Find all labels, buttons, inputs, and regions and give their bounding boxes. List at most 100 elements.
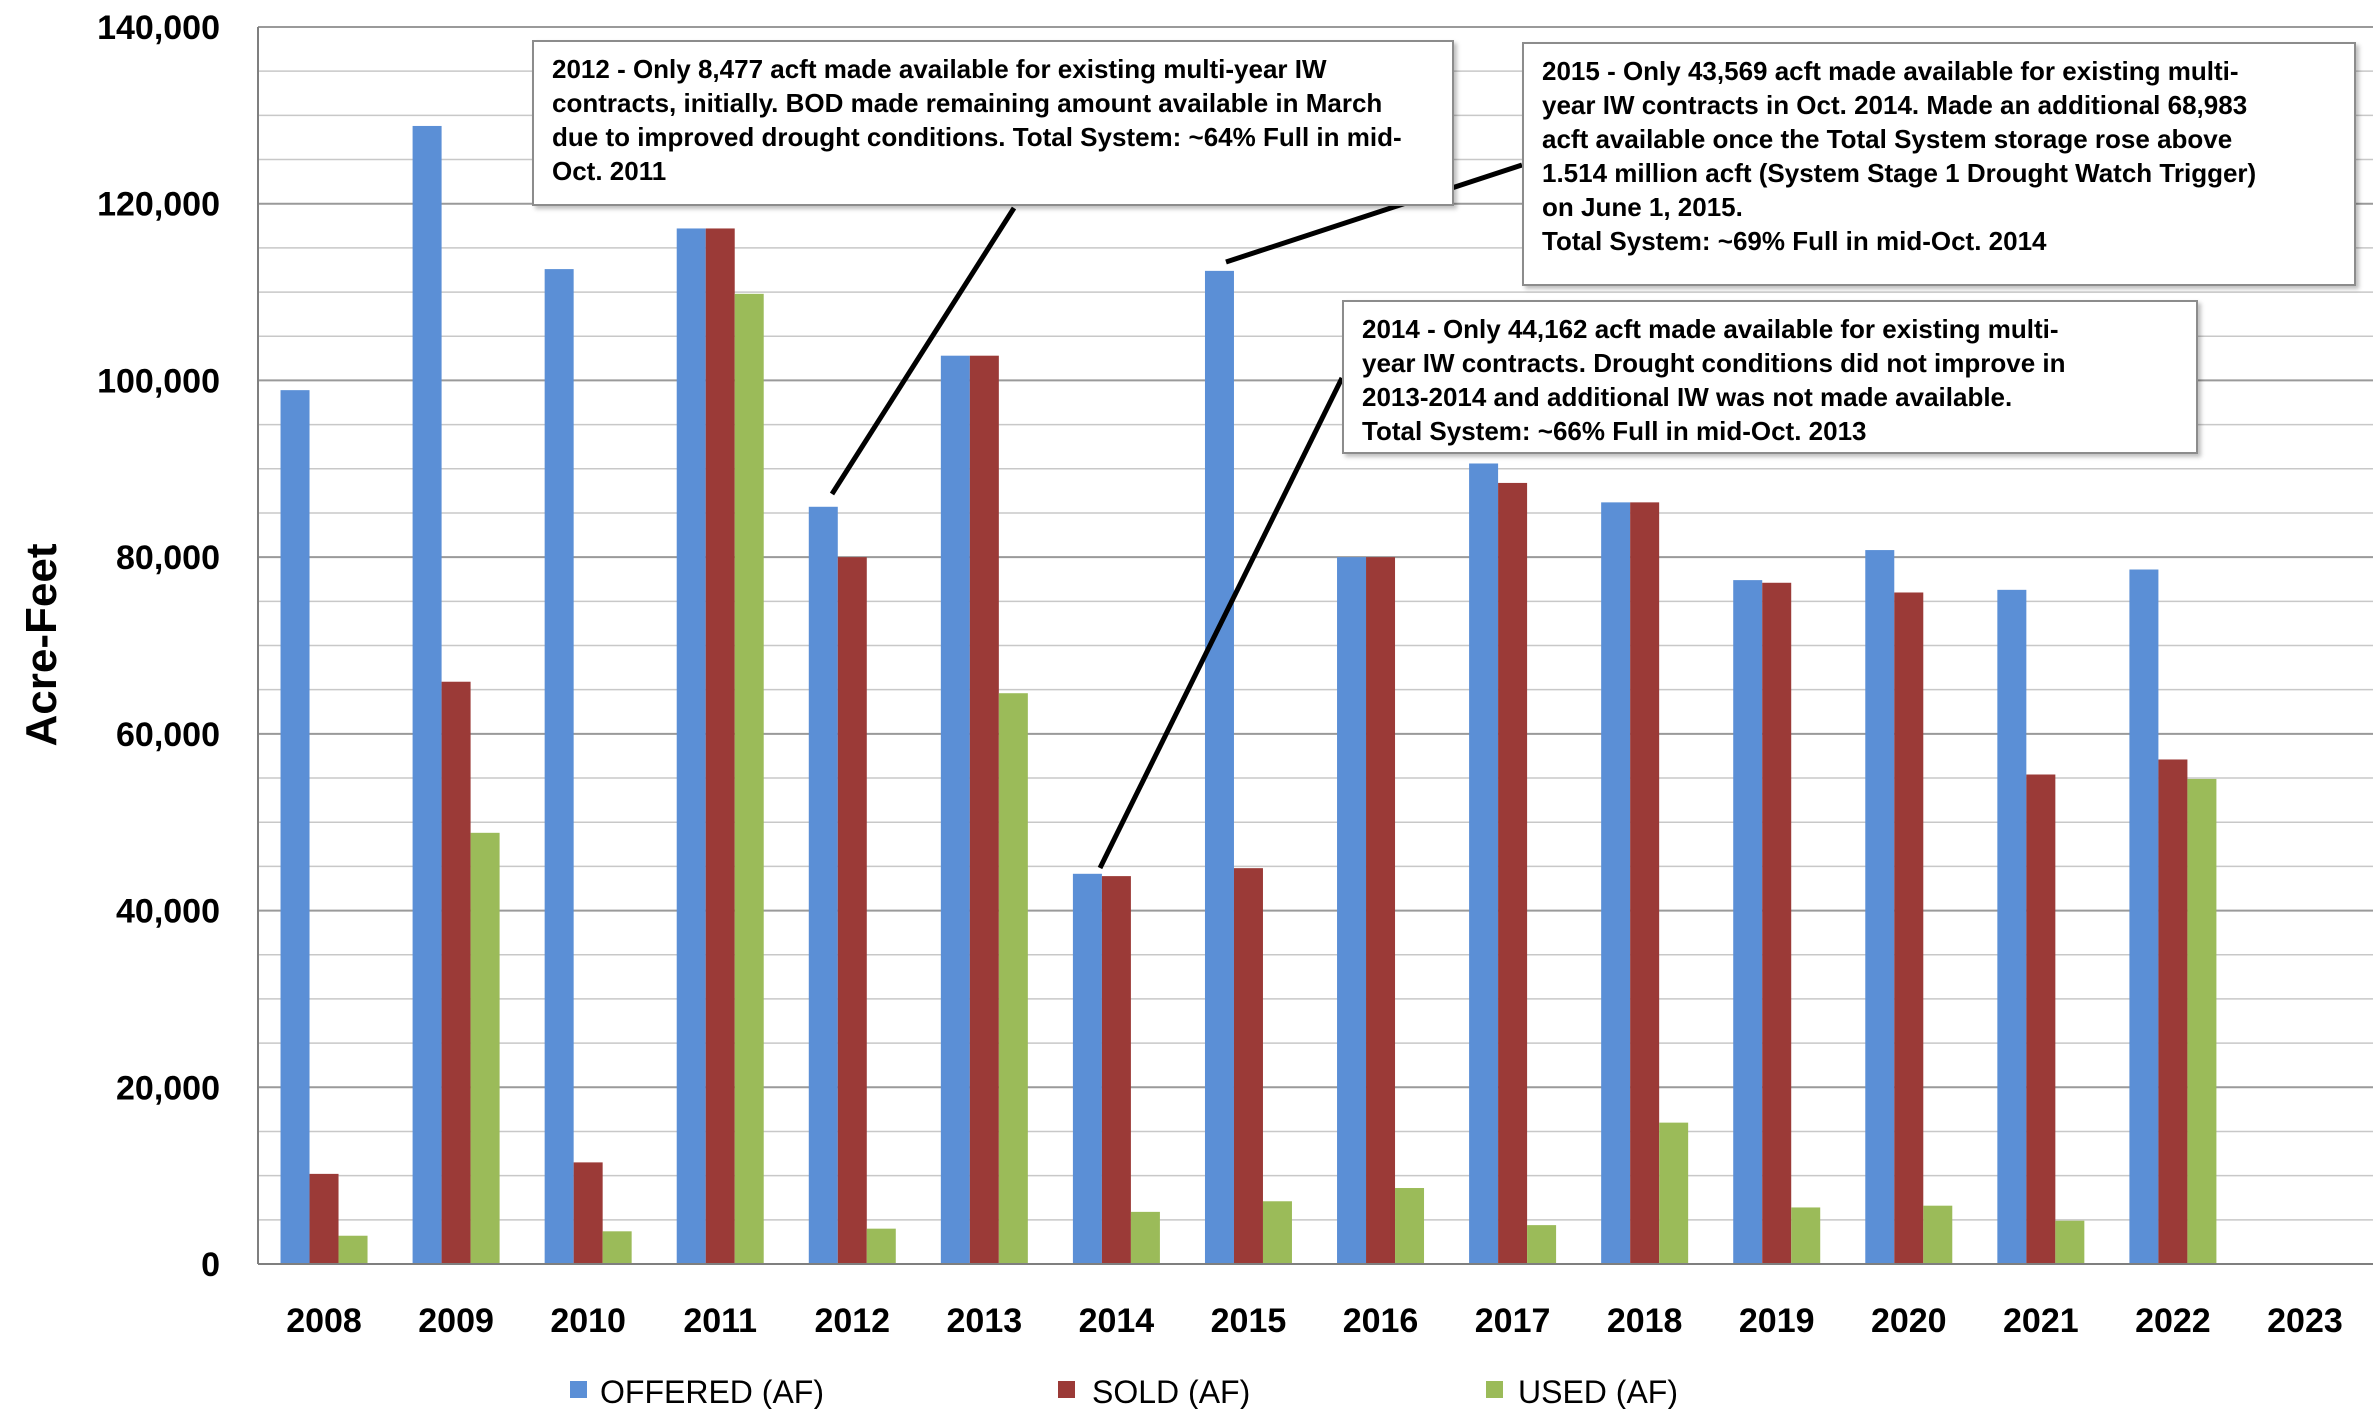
bar-offered-2016 — [1337, 557, 1367, 1264]
bar-used-2012 — [866, 1228, 896, 1264]
legend-label-offered: OFFERED (AF) — [600, 1374, 824, 1409]
bar-used-2020 — [1923, 1205, 1953, 1264]
annotation-line: 2013-2014 and additional IW was not made… — [1362, 382, 2013, 412]
annotation-line: due to improved drought conditions. Tota… — [552, 122, 1402, 152]
y-tick-label: 40,000 — [116, 893, 220, 931]
bar-sold-2009 — [441, 681, 471, 1264]
bar-used-2008 — [338, 1235, 368, 1264]
bar-sold-2016 — [1366, 557, 1396, 1264]
x-tick-label: 2022 — [2135, 1302, 2211, 1340]
bar-offered-2017 — [1469, 463, 1499, 1265]
y-axis-title: Acre-Feet — [17, 543, 66, 746]
annotation-year: 2014 — [1362, 314, 1420, 344]
bar-used-2019 — [1791, 1207, 1821, 1264]
bar-offered-2011 — [676, 228, 706, 1264]
x-axis-ticks: 2008 2009 2010 2011 2012 2013 2014 2015 2016 2017… — [286, 1302, 2343, 1340]
legend-swatch-offered — [570, 1381, 587, 1398]
bar-used-2018 — [1659, 1122, 1689, 1264]
bar-used-2013 — [998, 693, 1028, 1264]
bar-offered-2021 — [1997, 589, 2027, 1264]
x-tick-label: 2013 — [947, 1302, 1023, 1340]
callout-line-2012 — [829, 206, 1017, 496]
annotation-2014: 2014 - Only 44,162 acft made available f… — [1342, 300, 2198, 454]
y-tick-label: 60,000 — [116, 716, 220, 754]
bar-sold-2022 — [2158, 759, 2188, 1264]
bar-offered-2008 — [280, 390, 310, 1265]
y-tick-label: 100,000 — [97, 362, 220, 400]
x-tick-label: 2021 — [2003, 1302, 2079, 1340]
bar-sold-2017 — [1498, 482, 1528, 1264]
bar-offered-2015 — [1204, 270, 1234, 1264]
x-tick-label: 2014 — [1079, 1302, 1155, 1340]
x-tick-label: 2010 — [550, 1302, 626, 1340]
bar-offered-2013 — [940, 355, 970, 1264]
annotation-line: on June 1, 2015. — [1542, 192, 1743, 222]
bar-used-2010 — [602, 1231, 632, 1264]
bars — [280, 125, 2217, 1265]
x-tick-label: 2018 — [1607, 1302, 1683, 1340]
bar-offered-2020 — [1865, 550, 1895, 1264]
bar-sold-2020 — [1894, 592, 1924, 1264]
x-tick-label: 2009 — [418, 1302, 494, 1340]
bar-offered-2019 — [1733, 580, 1763, 1264]
annotation-line: - Only 8,477 acft made available for exi… — [609, 54, 1327, 84]
bar-sold-2018 — [1630, 502, 1660, 1264]
bar-offered-2014 — [1072, 873, 1102, 1264]
annotation-line: Total System: ~69% Full in mid-Oct. 2014 — [1542, 226, 2047, 256]
y-tick-label: 140,000 — [97, 9, 220, 47]
y-tick-label: 0 — [201, 1246, 220, 1284]
x-tick-label: 2016 — [1343, 1302, 1419, 1340]
annotation-line: - Only 43,569 acft made available for ex… — [1599, 56, 2239, 86]
bar-offered-2009 — [412, 125, 442, 1265]
legend-label-sold: SOLD (AF) — [1092, 1374, 1250, 1409]
annotation-line: contracts, initially. BOD made remaining… — [552, 88, 1383, 118]
legend: OFFERED (AF) SOLD (AF) USED (AF) — [570, 1374, 1678, 1409]
annotation-2012: 2012 - Only 8,477 acft made available fo… — [532, 40, 1454, 206]
callout-line-2014 — [1097, 376, 1345, 870]
x-tick-label: 2023 — [2267, 1302, 2343, 1340]
annotation-line: acft available once the Total System sto… — [1542, 124, 2233, 154]
bar-used-2011 — [734, 293, 764, 1264]
bar-offered-2018 — [1601, 502, 1631, 1264]
x-tick-label: 2017 — [1475, 1302, 1551, 1340]
annotation-2015: 2015 - Only 43,569 acft made available f… — [1522, 42, 2356, 286]
legend-swatch-used — [1486, 1381, 1503, 1398]
x-tick-label: 2011 — [683, 1302, 757, 1340]
x-tick-label: 2015 — [1211, 1302, 1287, 1340]
annotation-line: year IW contracts. Drought conditions di… — [1362, 348, 2066, 378]
bar-sold-2013 — [969, 355, 999, 1264]
annotation-year: 2012 — [552, 54, 610, 84]
y-tick-label: 80,000 — [116, 539, 220, 577]
x-tick-label: 2008 — [286, 1302, 362, 1340]
bar-sold-2011 — [705, 228, 735, 1264]
legend-label-used: USED (AF) — [1518, 1374, 1678, 1409]
legend-swatch-sold — [1058, 1381, 1075, 1398]
bar-offered-2022 — [2129, 569, 2159, 1264]
bar-used-2021 — [2055, 1220, 2085, 1264]
bar-used-2016 — [1395, 1188, 1425, 1264]
y-axis-ticks: 0 20,000 40,000 60,000 80,000 100,000 120,000 1… — [97, 9, 220, 1284]
annotation-line: 1.514 million acft (System Stage 1 Droug… — [1542, 158, 2257, 188]
bar-used-2015 — [1262, 1201, 1292, 1264]
bar-used-2014 — [1130, 1211, 1160, 1264]
y-tick-label: 120,000 — [97, 186, 220, 224]
bar-offered-2010 — [544, 269, 574, 1264]
bar-sold-2021 — [2026, 774, 2056, 1264]
bar-sold-2010 — [573, 1162, 603, 1264]
bar-offered-2012 — [808, 506, 838, 1264]
annotation-line: year IW contracts in Oct. 2014. Made an … — [1542, 90, 2248, 120]
annotation-line: Total System: ~66% Full in mid-Oct. 2013 — [1362, 416, 1867, 446]
bar-used-2009 — [470, 832, 500, 1264]
bar-sold-2008 — [309, 1173, 339, 1264]
annotation-line: Oct. 2011 — [552, 156, 667, 186]
x-tick-label: 2019 — [1739, 1302, 1815, 1340]
bar-sold-2019 — [1762, 582, 1792, 1264]
callout-line-2015 — [1225, 162, 1523, 265]
y-tick-label: 20,000 — [116, 1069, 220, 1107]
annotation-year: 2015 — [1542, 56, 1600, 86]
x-tick-label: 2020 — [1871, 1302, 1947, 1340]
bar-sold-2015 — [1233, 868, 1263, 1264]
x-tick-label: 2012 — [814, 1302, 890, 1340]
annotation-line: - Only 44,162 acft made available for ex… — [1419, 314, 2059, 344]
